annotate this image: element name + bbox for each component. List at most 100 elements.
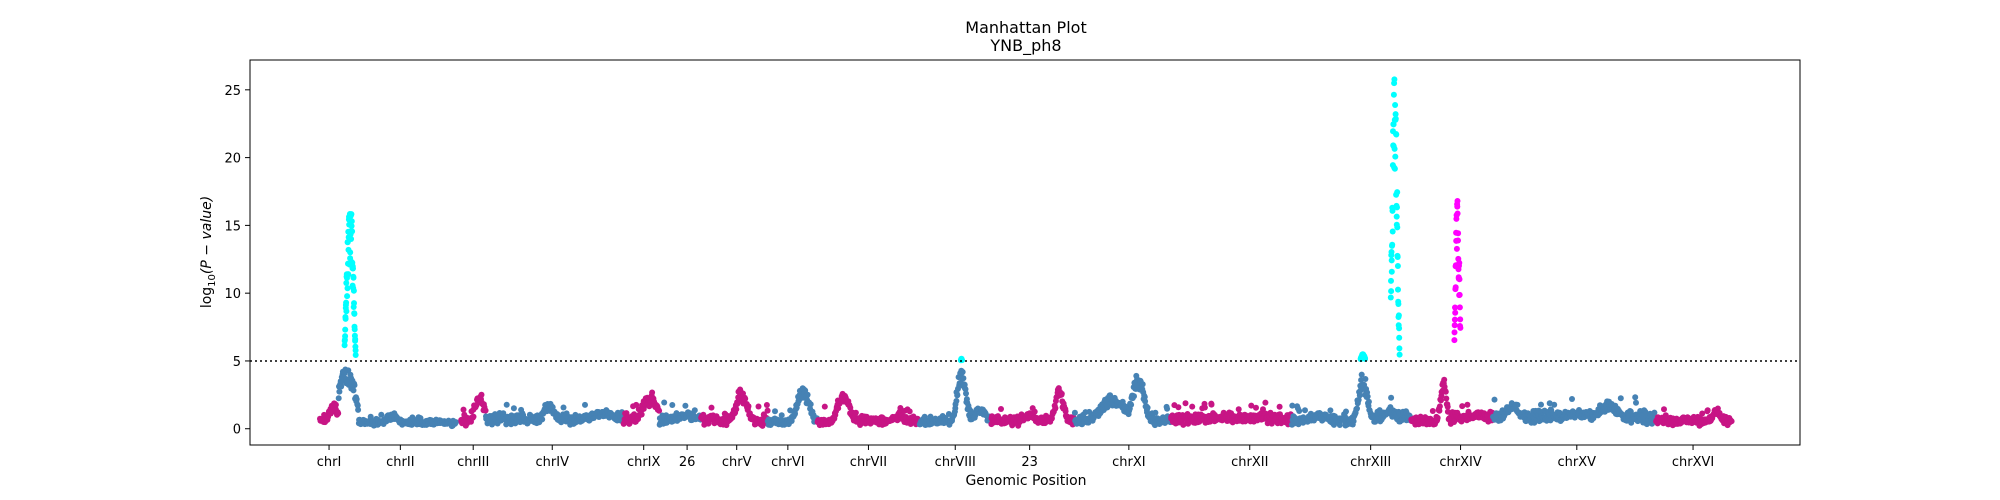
data-point xyxy=(539,416,546,423)
significant-point xyxy=(1392,111,1399,118)
significant-point xyxy=(1451,316,1458,323)
data-point xyxy=(1429,408,1436,414)
data-point xyxy=(1031,408,1038,415)
data-point xyxy=(742,395,749,402)
significant-point xyxy=(343,299,350,306)
significant-point xyxy=(1396,334,1403,341)
x-tick-label: chrVI xyxy=(771,455,804,470)
significant-point xyxy=(342,326,349,333)
significant-point xyxy=(348,211,355,218)
significant-point xyxy=(1389,241,1396,248)
x-tick-label: chrIII xyxy=(457,455,489,470)
data-point xyxy=(1633,399,1639,406)
data-point xyxy=(1071,409,1078,416)
significant-point xyxy=(1396,351,1403,358)
data-point xyxy=(669,402,676,408)
significant-point xyxy=(348,218,355,225)
significant-point xyxy=(1457,324,1464,331)
x-tick-label: chrXVI xyxy=(1672,455,1714,470)
significant-point xyxy=(1451,329,1458,336)
significant-point xyxy=(1390,121,1397,128)
significant-point xyxy=(341,342,348,349)
data-point xyxy=(1632,394,1639,401)
data-point xyxy=(778,412,785,419)
significant-point xyxy=(348,223,355,229)
data-point xyxy=(682,402,689,409)
x-tick-label: chrVIII xyxy=(935,455,976,470)
data-point xyxy=(963,390,969,397)
significant-point xyxy=(344,293,351,300)
data-point xyxy=(1336,422,1343,428)
significant-point xyxy=(1456,304,1463,311)
x-tick-label: 26 xyxy=(679,455,696,470)
y-tick-label: 25 xyxy=(224,84,241,99)
data-point xyxy=(1444,403,1451,410)
significant-point xyxy=(1388,268,1395,275)
significant-point xyxy=(352,347,359,354)
significant-point xyxy=(344,285,351,292)
significant-point xyxy=(959,357,965,364)
y-tick-label: 10 xyxy=(224,287,241,302)
data-point xyxy=(691,407,698,414)
significant-point xyxy=(1388,288,1395,295)
data-point xyxy=(1128,401,1135,408)
data-point xyxy=(772,408,778,415)
y-axis-label: log10(P − value) xyxy=(199,196,218,308)
data-point xyxy=(764,407,771,414)
significant-point xyxy=(1390,91,1397,98)
data-point xyxy=(1201,404,1208,411)
data-point xyxy=(1062,408,1069,415)
significant-point xyxy=(352,336,359,343)
data-point xyxy=(649,389,656,396)
data-point xyxy=(1538,401,1544,408)
data-point xyxy=(503,401,510,408)
data-point xyxy=(807,401,814,408)
data-point xyxy=(847,404,854,411)
x-tick-label: chrIX xyxy=(627,455,661,470)
significant-point xyxy=(1394,189,1401,196)
data-point xyxy=(1617,395,1624,402)
x-tick-label: chrXII xyxy=(1231,455,1268,470)
data-point xyxy=(1441,376,1448,383)
data-point xyxy=(1235,406,1242,413)
data-point xyxy=(953,398,960,404)
data-point xyxy=(453,419,459,426)
significant-point xyxy=(1454,203,1461,210)
data-point xyxy=(355,406,362,413)
significant-point xyxy=(1452,304,1458,311)
data-point xyxy=(1356,392,1363,399)
data-point xyxy=(821,403,828,410)
significant-point xyxy=(351,310,358,317)
data-point xyxy=(661,399,668,406)
significant-point xyxy=(1394,224,1401,231)
data-point xyxy=(1175,404,1182,411)
significant-point xyxy=(1453,245,1460,252)
x-tick-label: chrXIII xyxy=(1350,455,1391,470)
data-point xyxy=(1048,415,1055,422)
significant-point xyxy=(348,236,355,242)
significant-point xyxy=(343,280,350,286)
data-point xyxy=(804,391,811,398)
chart-title: Manhattan Plot xyxy=(965,18,1086,37)
data-point xyxy=(354,402,361,409)
data-point xyxy=(1327,407,1334,414)
data-point xyxy=(755,403,762,410)
data-point xyxy=(1438,397,1444,404)
significant-point xyxy=(347,249,354,256)
significant-point xyxy=(1395,286,1401,293)
data-point xyxy=(897,405,904,411)
data-point xyxy=(1302,407,1308,414)
data-point xyxy=(460,406,467,413)
data-point xyxy=(1362,376,1369,382)
data-point xyxy=(1728,418,1735,425)
data-point xyxy=(1388,394,1395,401)
data-point xyxy=(1434,414,1441,421)
y-tick-label: 0 xyxy=(233,423,241,438)
significant-point xyxy=(1455,230,1462,237)
significant-point xyxy=(1456,276,1463,283)
data-point xyxy=(1144,404,1151,411)
data-point xyxy=(960,375,967,382)
data-point xyxy=(1262,399,1269,406)
data-point xyxy=(633,401,640,408)
